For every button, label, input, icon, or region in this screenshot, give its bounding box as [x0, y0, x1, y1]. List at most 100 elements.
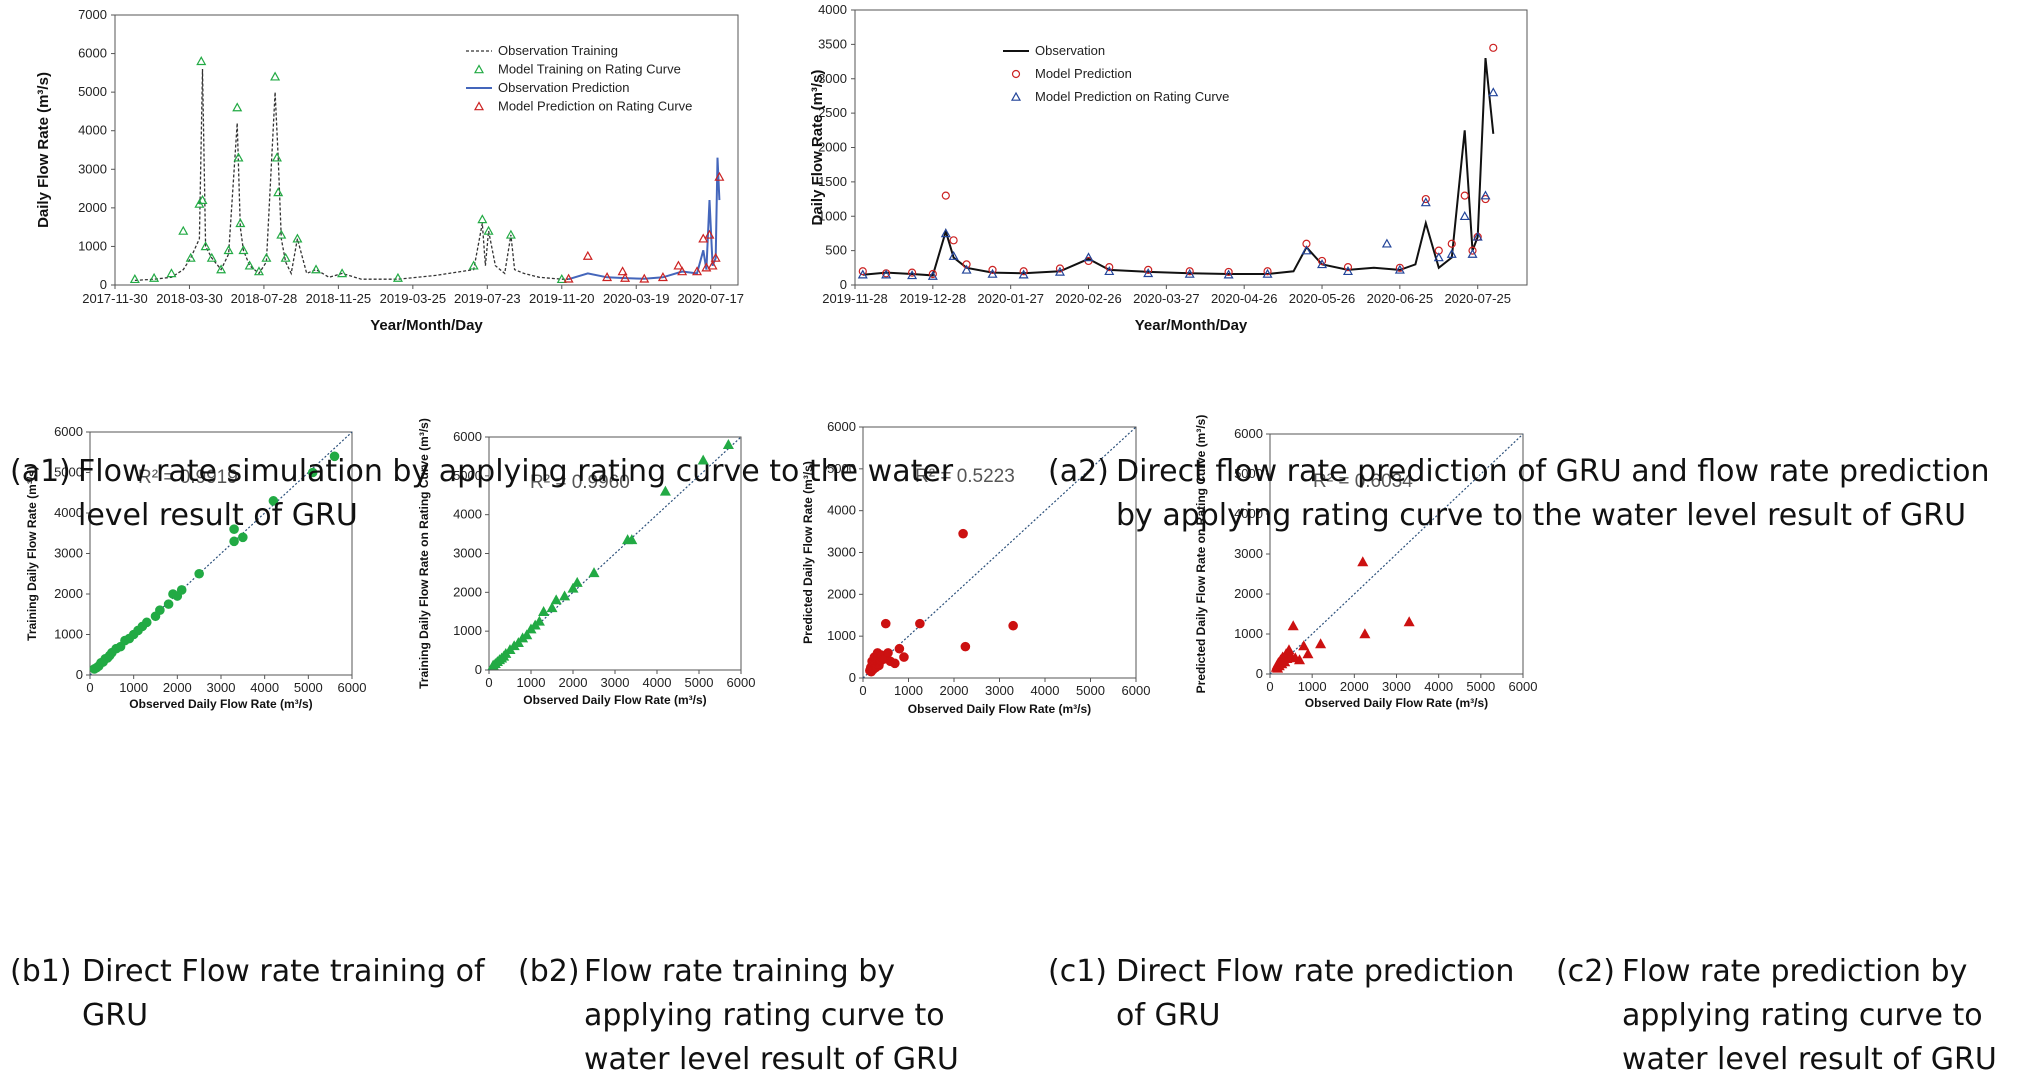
chart-c1: 0 1000 2000 3000 4000 5000 6000 0 1000 2000 3000 40… — [801, 419, 1150, 716]
a2-point — [1468, 246, 1477, 255]
c2-point — [1359, 628, 1371, 639]
a1-point — [149, 272, 160, 282]
a1-point — [292, 233, 303, 243]
a1-legend-label: Observation Prediction — [498, 80, 630, 95]
a1-point — [276, 229, 287, 239]
caption-b1: (b1) Direct Flow rate training of GRU — [10, 950, 490, 1050]
a1-legend-label: Model Prediction on Rating Curve — [498, 99, 692, 114]
b1-ytick-label: 0 — [76, 667, 83, 682]
a1-legend-swatch — [473, 64, 485, 74]
chart-b2: 0 1000 2000 3000 4000 5000 6000 0 1000 2000 3000 40… — [417, 418, 755, 707]
a2-point — [1343, 263, 1353, 272]
b2-point — [567, 582, 579, 593]
b1-points — [89, 451, 340, 674]
b2-point — [550, 594, 562, 605]
c1-xtick-label: 5000 — [1076, 683, 1105, 698]
a2-point — [1472, 231, 1483, 241]
b2-point — [512, 637, 524, 648]
a2-legend-label: Observation — [1035, 43, 1105, 58]
a2-point — [1446, 248, 1457, 258]
a2-point — [857, 269, 868, 279]
a1-legend-label: Model Training on Rating Curve — [498, 62, 681, 77]
caption-c1-tag: (c1) — [1048, 954, 1107, 989]
b1-point — [268, 496, 279, 506]
b1-point — [194, 568, 204, 579]
c1-ytick-label: 0 — [849, 670, 856, 685]
a2-point — [1317, 259, 1328, 269]
a2-point — [1460, 191, 1469, 200]
caption-a1-text: Flow rate simulation by applying rating … — [78, 454, 954, 533]
a2-legend-swatch — [1011, 69, 1021, 79]
a2-ytick-label: 1000 — [818, 208, 847, 223]
b1-point — [155, 605, 165, 615]
a2-point — [1018, 269, 1029, 279]
a2-ytick-label: 4000 — [818, 2, 847, 17]
a1-series-line — [568, 157, 721, 281]
a1-ytick-label: 6000 — [78, 46, 107, 61]
a2-ytick-label: 3000 — [818, 71, 847, 86]
a1-point — [617, 266, 628, 276]
b1-xtick-label: 1000 — [119, 680, 148, 695]
a2-ytick-label: 3500 — [818, 36, 847, 51]
a1-xtick-label: 2017-11-30 — [82, 291, 148, 306]
c1-point — [899, 652, 909, 662]
a1-point — [677, 266, 688, 276]
a1-xtick-label: 2020-03-19 — [603, 291, 670, 306]
chart-a1: 0 1000 2000 3000 4000 5000 6000 7000 2017-11-30 2… — [35, 7, 744, 334]
c1-point — [958, 528, 968, 539]
a2-xtick-label: 2020-02-26 — [1055, 291, 1122, 306]
a2-point — [962, 260, 971, 269]
a1-point — [505, 229, 516, 239]
a1-point — [707, 260, 718, 270]
c2-xtick-label: 4000 — [1424, 679, 1453, 694]
a1-point — [273, 187, 284, 197]
a1-ytick-label: 0 — [100, 277, 107, 292]
b1-point — [307, 467, 318, 478]
chart-a2: 0 500 1000 1500 2000 2500 3000 3500 4000 2019-11-… — [809, 2, 1528, 334]
b2-point — [559, 590, 571, 601]
caption-c2-text: Flow rate prediction by applying rating … — [1622, 954, 1997, 1077]
a1-ytick-label: 7000 — [78, 7, 107, 22]
a2-point — [1019, 267, 1028, 276]
b2-xtick-label: 3000 — [601, 675, 630, 690]
a2-point — [1421, 194, 1430, 204]
a2-point — [940, 228, 951, 238]
a1-point — [253, 266, 264, 276]
c1-ytick-label: 6000 — [827, 419, 856, 434]
a2-xtick-label: 2019-11-28 — [822, 291, 888, 306]
a1-series-2 — [568, 157, 721, 281]
c1-xtick-label: 1000 — [894, 683, 923, 698]
c1-point — [960, 641, 971, 652]
b2-x-axis-label: Observed Daily Flow Rate (m³/s) — [523, 693, 706, 707]
a2-point — [941, 191, 950, 200]
a1-point — [563, 273, 574, 283]
a2-point — [907, 268, 917, 277]
a2-xtick-label: 2019-12-28 — [900, 291, 967, 306]
c1-xtick-label: 0 — [859, 683, 866, 698]
a1-point — [280, 252, 291, 262]
b1-point — [329, 451, 340, 462]
a2-point — [1185, 267, 1194, 276]
c2-ytick-label: 4000 — [1234, 506, 1263, 521]
c1-ytick-label: 4000 — [827, 503, 856, 518]
a2-ytick-label: 0 — [840, 277, 847, 292]
a1-ytick-label: 2000 — [78, 200, 107, 215]
b1-r2-annotation: R² = 0.9919 — [138, 467, 238, 488]
a1-xtick-label: 2020-07-17 — [677, 291, 744, 306]
a1-point — [244, 260, 255, 270]
a1-point — [196, 56, 207, 66]
a1-y-axis-label: Daily Flow Rate (m³/s) — [35, 72, 52, 228]
b1-y-axis-label: Training Daily Flow Rate (m³/s) — [25, 466, 39, 641]
c2-point — [1293, 654, 1306, 665]
a2-xtick-label: 2020-05-26 — [1289, 291, 1356, 306]
b1-xtick-label: 6000 — [338, 680, 367, 695]
b1-ytick-label: 3000 — [54, 546, 83, 561]
b1-ytick-label: 6000 — [54, 424, 83, 439]
b2-ytick-label: 5000 — [453, 468, 482, 483]
b2-y-axis-label: Training Daily Flow Rate on Rating Curve… — [417, 418, 431, 689]
a1-point — [602, 272, 613, 282]
a2-series-2 — [857, 87, 1499, 280]
c2-ytick-label: 5000 — [1234, 466, 1263, 481]
caption-b2: (b2) Flow rate training by applying rati… — [518, 950, 998, 1080]
